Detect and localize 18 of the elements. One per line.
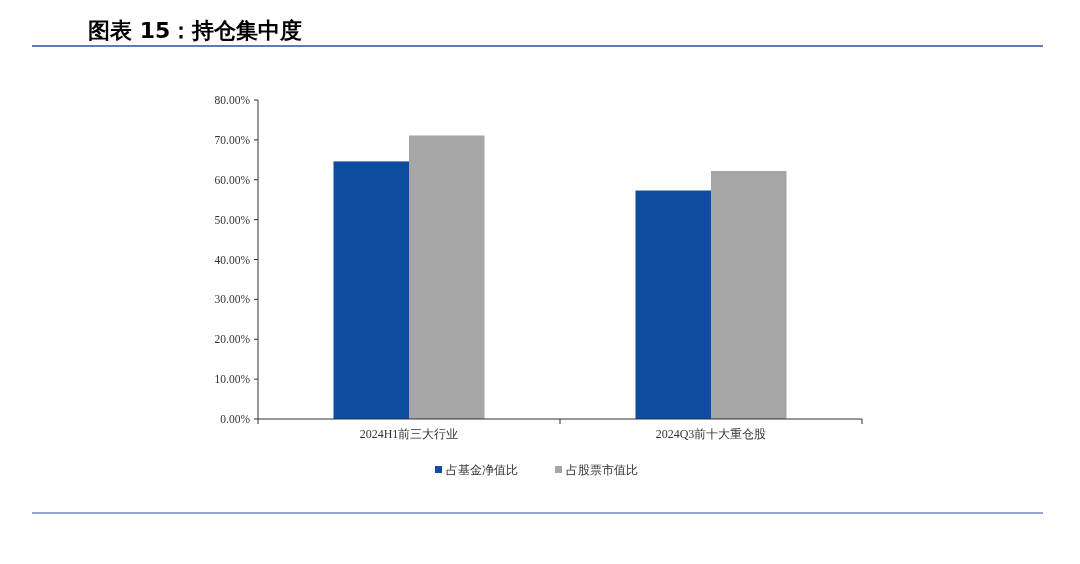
y-tick-label: 0.00%	[220, 413, 251, 426]
y-tick-label: 80.00%	[214, 94, 251, 107]
y-tick-label: 70.00%	[214, 133, 251, 146]
y-tick-label: 40.00%	[214, 253, 251, 266]
chart-title: 图表 15：持仓集中度	[88, 18, 303, 43]
bar	[635, 190, 711, 419]
bar	[333, 161, 409, 419]
bar	[409, 135, 485, 419]
y-tick-label: 50.00%	[214, 213, 251, 226]
y-tick-label: 20.00%	[214, 333, 251, 346]
x-tick-label: 2024H1前三大行业	[359, 427, 459, 441]
legend-label: 占基金净值比	[446, 463, 518, 478]
y-tick-label: 60.00%	[214, 173, 251, 186]
bar	[711, 170, 787, 419]
x-tick-label: 2024Q3前十大重仓股	[655, 427, 767, 441]
y-tick-label: 10.00%	[214, 373, 251, 386]
y-tick-label: 30.00%	[214, 293, 251, 306]
legend-label: 占股票市值比	[566, 463, 638, 478]
